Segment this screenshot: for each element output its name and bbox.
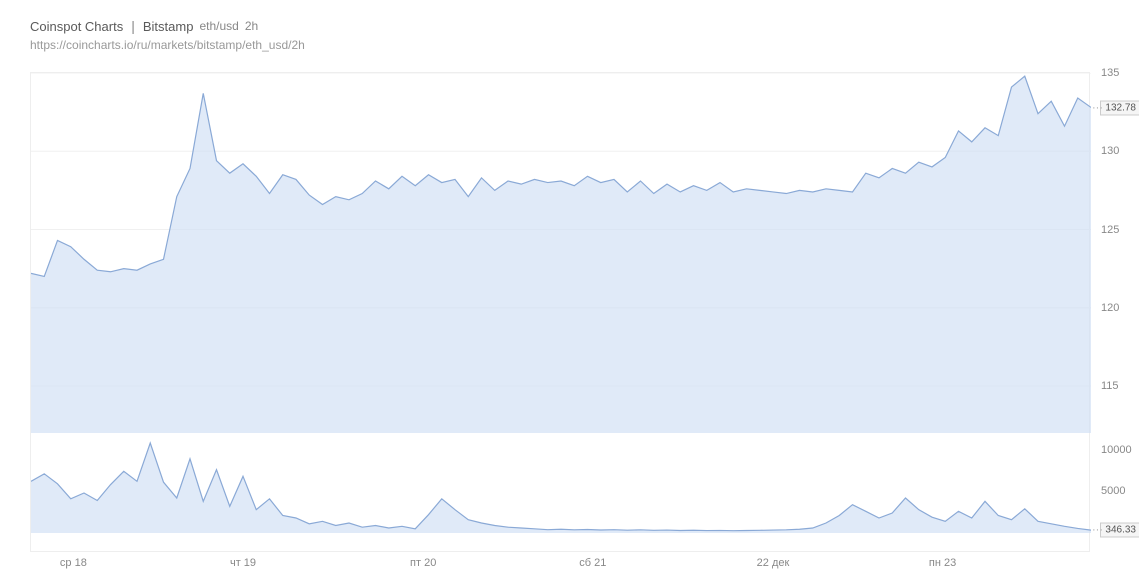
interval-label: 2h [245,19,258,33]
title-divider: | [131,18,135,34]
title-row: Coinspot Charts | Bitstamp eth/usd 2h [30,18,305,34]
current-volume-badge: 346.33 [1100,523,1139,538]
exchange-name: Bitstamp [143,19,194,34]
price-y-axis: 115120125130135 [1089,73,1135,433]
volume-dots: ··· [1092,524,1103,536]
chart-url: https://coincharts.io/ru/markets/bitstam… [30,38,305,52]
x-tick: чт 19 [230,557,256,569]
price-tick: 125 [1101,224,1119,236]
x-tick: ср 18 [60,557,87,569]
x-tick: пт 20 [410,557,436,569]
x-tick: пн 23 [929,557,956,569]
price-tick: 120 [1101,302,1119,314]
chart-frame: 115120125130135 500010000 ср 18чт 19пт 2… [30,72,1090,552]
price-dots: ··· [1092,102,1103,114]
pair-name: eth/usd [199,19,238,33]
volume-area-chart[interactable] [31,433,1091,533]
price-tick: 135 [1101,67,1119,79]
volume-tick: 10000 [1101,444,1132,456]
price-tick: 130 [1101,145,1119,157]
x-axis: ср 18 чт 19 пт 20 сб 21 22 дек пн 23 [31,551,1091,571]
x-tick: сб 21 [579,557,606,569]
chart-header: Coinspot Charts | Bitstamp eth/usd 2h ht… [30,18,305,52]
volume-y-axis: 5000 10000 [1089,433,1135,533]
x-tick: 22 дек [757,557,790,569]
price-tick: 115 [1101,380,1119,392]
current-price-badge: 132.78 [1100,100,1139,115]
volume-tick: 5000 [1101,485,1125,497]
brand-name: Coinspot Charts [30,19,123,34]
price-area-chart[interactable] [31,73,1091,433]
